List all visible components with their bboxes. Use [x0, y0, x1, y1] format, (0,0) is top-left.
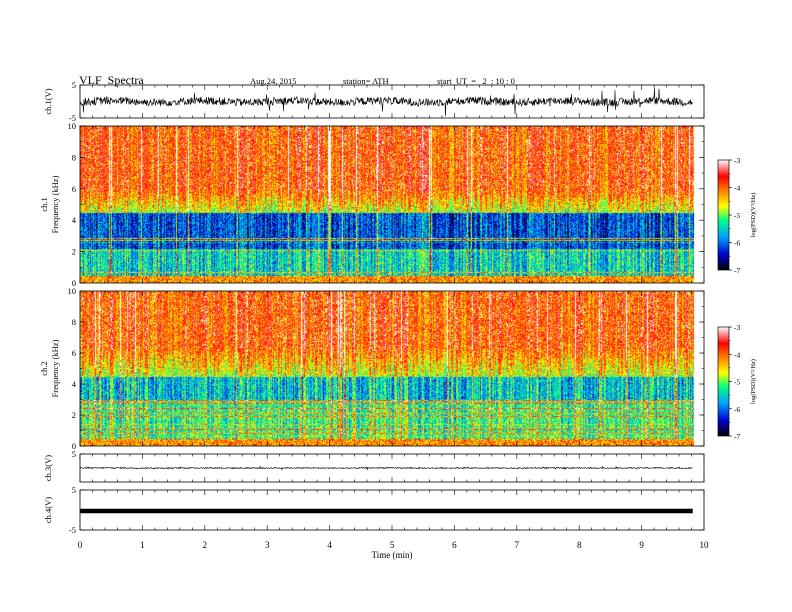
panel-frame-3 [79, 290, 705, 447]
y-tick-label: 6 [72, 184, 76, 194]
start-time-label: start UT = 2 : 10 : 0 [437, 76, 515, 86]
y-tick-label: 2 [72, 247, 76, 257]
ch1-spectrogram [80, 126, 698, 283]
colorbar-tick-label: -5 [734, 211, 740, 220]
y-axis-label: ch.3(V) [43, 455, 53, 481]
y-tick-label: 2 [72, 410, 76, 420]
y-tick-label: 5 [72, 485, 76, 495]
x-tick-label: 10 [700, 540, 710, 550]
colorbar-tick-label: -6 [734, 405, 740, 414]
colorbar-1 [717, 159, 730, 271]
colorbar-tick-label: -3 [734, 156, 740, 165]
y-tick-label: 8 [72, 152, 76, 162]
y-tick-label: 5 [72, 80, 76, 90]
x-tick-label: 5 [390, 540, 395, 550]
x-tick-label: 0 [78, 540, 83, 550]
y-tick-label: -5 [69, 113, 76, 123]
x-tick-label: 1 [140, 540, 145, 550]
y-tick-label: 4 [72, 379, 77, 389]
colorbar-2 [717, 326, 730, 437]
colorbar-tick-label: -7 [734, 432, 740, 441]
x-axis-label: Time (min) [372, 550, 413, 560]
y-tick-label: 5 [72, 449, 76, 459]
y-axis-label-line2: Frequency (kHz) [50, 175, 60, 233]
x-tick-label: 6 [452, 540, 457, 550]
station-label: station= ATH [343, 76, 389, 86]
colorbar-tick-label: -3 [734, 323, 740, 332]
y-tick-label: 8 [72, 317, 76, 327]
colorbar-label: log(PSD)(V²/Hz) [750, 193, 757, 238]
y-axis-label-line1: ch.2 [39, 361, 49, 375]
x-tick-label: 3 [265, 540, 270, 550]
y-axis-label: ch.4(V) [43, 497, 53, 523]
colorbar-tick-label: -5 [734, 378, 740, 387]
x-tick-label: 8 [577, 540, 582, 550]
y-axis-label: ch.1(V) [43, 88, 53, 114]
colorbar-tick-label: -4 [734, 184, 740, 193]
colorbar-tick-label: -4 [734, 350, 740, 359]
y-tick-label: 10 [68, 121, 77, 131]
x-tick-label: 2 [203, 540, 208, 550]
x-tick-label: 7 [515, 540, 520, 550]
ch2-spectrogram [80, 291, 698, 446]
y-axis-label-line2: Frequency (kHz) [50, 339, 60, 397]
colorbar-tick-label: -7 [734, 266, 740, 275]
colorbar-tick-label: -6 [734, 239, 740, 248]
figure-title: VLF Spectra [79, 73, 144, 87]
y-tick-label: -5 [69, 525, 76, 535]
y-tick-label: 6 [72, 348, 76, 358]
y-tick-label: 4 [72, 215, 77, 225]
ch1-waveform [79, 87, 693, 116]
panel-frame-2 [79, 125, 705, 284]
date-label: Aug.24, 2015 [250, 76, 297, 86]
ch3-waveform [79, 465, 693, 471]
y-axis-label-line1: ch.1 [39, 197, 49, 211]
y-tick-label: 10 [68, 286, 77, 296]
y-tick-label: 0 [72, 278, 76, 288]
y-tick-label: 0 [72, 441, 76, 451]
x-tick-label: 9 [639, 540, 644, 550]
colorbar-label: log(PSD)(V²/Hz) [750, 359, 757, 404]
x-tick-label: 4 [327, 540, 332, 550]
